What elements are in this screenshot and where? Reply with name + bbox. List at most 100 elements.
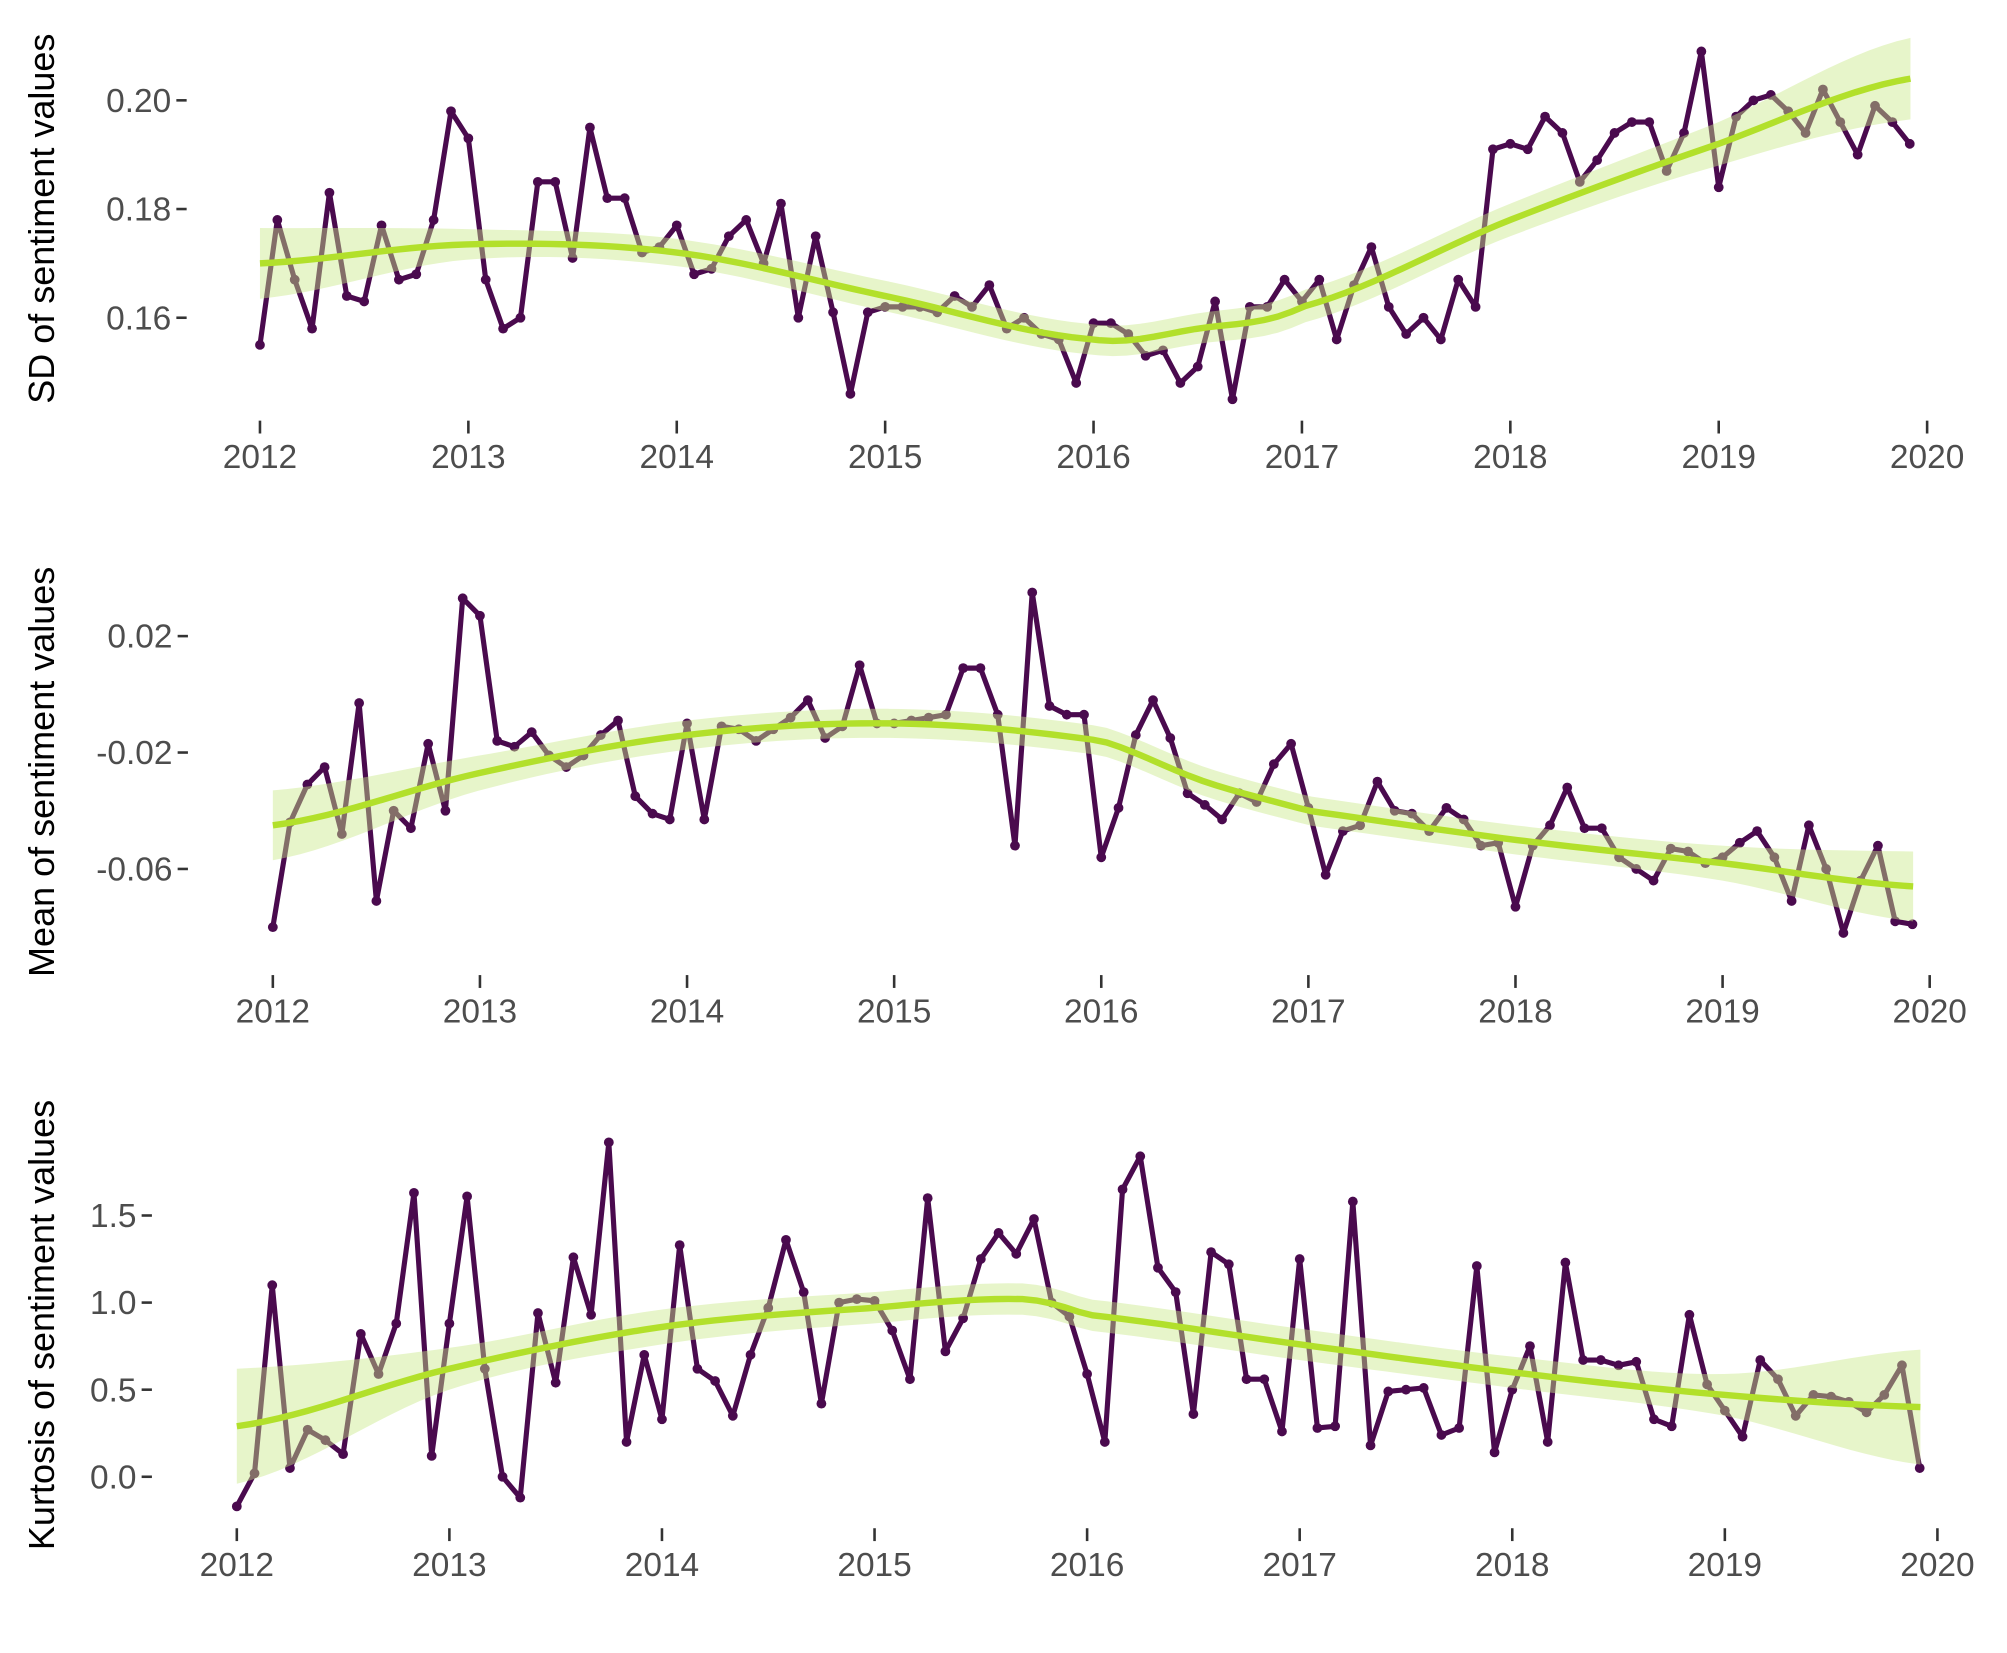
data-point [1683, 846, 1693, 857]
data-point [1609, 128, 1620, 138]
data-point [1279, 274, 1290, 285]
x-tick-label: 2015 [848, 439, 922, 476]
data-point [785, 712, 796, 723]
data-point [1241, 1374, 1252, 1385]
data-point [1153, 1262, 1163, 1273]
y-tick-label: -0.06 [96, 852, 172, 889]
data-point [828, 307, 838, 318]
data-point [1320, 869, 1331, 880]
data-point [1182, 788, 1193, 799]
data-point [975, 663, 986, 674]
data-point [515, 312, 526, 323]
data-point [1027, 587, 1038, 598]
x-tick-label: 2016 [1064, 994, 1138, 1031]
data-point [1088, 318, 1099, 329]
data-point [1019, 312, 1029, 323]
data-point [1665, 843, 1676, 854]
data-point [480, 274, 491, 285]
data-point [457, 593, 468, 604]
data-point [664, 814, 675, 825]
data-point [479, 1363, 490, 1374]
data-point [526, 727, 537, 738]
data-point [993, 1228, 1004, 1238]
data-point [595, 730, 606, 740]
data-point [1525, 1341, 1535, 1352]
data-point [1476, 840, 1486, 851]
data-point [1262, 301, 1273, 312]
data-point [1627, 117, 1637, 127]
data-point [1648, 875, 1659, 886]
data-point [1079, 709, 1089, 720]
data-point [411, 269, 422, 280]
data-point [285, 1463, 295, 1473]
data-point [1135, 1151, 1146, 1162]
data-point [302, 779, 313, 790]
data-point [1458, 814, 1469, 825]
data-point [532, 176, 543, 187]
data-point [1106, 318, 1116, 329]
data-point [426, 1450, 437, 1461]
data-point [657, 1414, 667, 1425]
data-point [1312, 1423, 1323, 1433]
data-point [1330, 1421, 1341, 1432]
data-point [940, 1346, 951, 1357]
data-point [1277, 1426, 1287, 1437]
data-point [1165, 733, 1176, 743]
data-point [1435, 334, 1446, 345]
data-point [463, 133, 474, 144]
data-point [1679, 128, 1689, 138]
panel-2: Mean of sentiment values -0.06 -0.02 0.02 20… [21, 567, 1967, 1031]
data-point [1355, 820, 1366, 831]
data-point [423, 738, 434, 749]
data-point [462, 1191, 472, 1202]
data-point [810, 231, 821, 242]
data-point [1489, 1447, 1500, 1458]
data-point [497, 1471, 508, 1482]
data-point [1821, 864, 1832, 874]
data-point [249, 1468, 260, 1479]
data-point [272, 215, 283, 225]
data-point [1765, 90, 1776, 100]
data-point [706, 263, 717, 274]
x-tick-label: 2014 [640, 439, 714, 476]
y-tick-label: 0.16 [106, 300, 171, 337]
data-point [1631, 864, 1642, 874]
data-point [1338, 826, 1348, 837]
data-point [958, 663, 969, 674]
data-point [1044, 701, 1055, 711]
data-point [1117, 1184, 1128, 1195]
data-point [1713, 182, 1724, 193]
data-point [1140, 350, 1151, 361]
data-point [862, 307, 873, 318]
panel-1: SD of sentiment values 0.16 0.18 0.20 2012 20… [21, 34, 1964, 477]
x-tick-label: 2012 [223, 439, 297, 476]
y-tick-label: 1.5 [90, 1198, 136, 1235]
y-tick-label: 0.02 [107, 619, 172, 656]
x-tick-label: 2014 [650, 994, 724, 1031]
data-point [887, 1325, 898, 1336]
x-tick-label: 2017 [1265, 439, 1339, 476]
data-point [682, 718, 692, 729]
data-point [289, 274, 300, 285]
data-point [692, 1363, 703, 1374]
data-point [446, 106, 456, 117]
data-point [1684, 1309, 1695, 1320]
data-point [897, 301, 908, 312]
data-point [1578, 1355, 1589, 1365]
data-point [1470, 301, 1481, 312]
data-point [1818, 84, 1828, 95]
data-point [1666, 1421, 1677, 1432]
data-point [1286, 738, 1297, 749]
data-point [1170, 1287, 1181, 1298]
data-point [1071, 378, 1082, 388]
data-point [391, 1318, 402, 1329]
data-point [834, 1297, 844, 1308]
x-tick-label: 2012 [200, 1547, 274, 1584]
data-point [302, 1424, 313, 1435]
data-point [567, 253, 578, 263]
data-point [1562, 782, 1573, 793]
confidence-ribbon [236, 1283, 1921, 1484]
data-point [1702, 1379, 1713, 1390]
data-point [741, 215, 752, 225]
data-point [440, 805, 451, 816]
